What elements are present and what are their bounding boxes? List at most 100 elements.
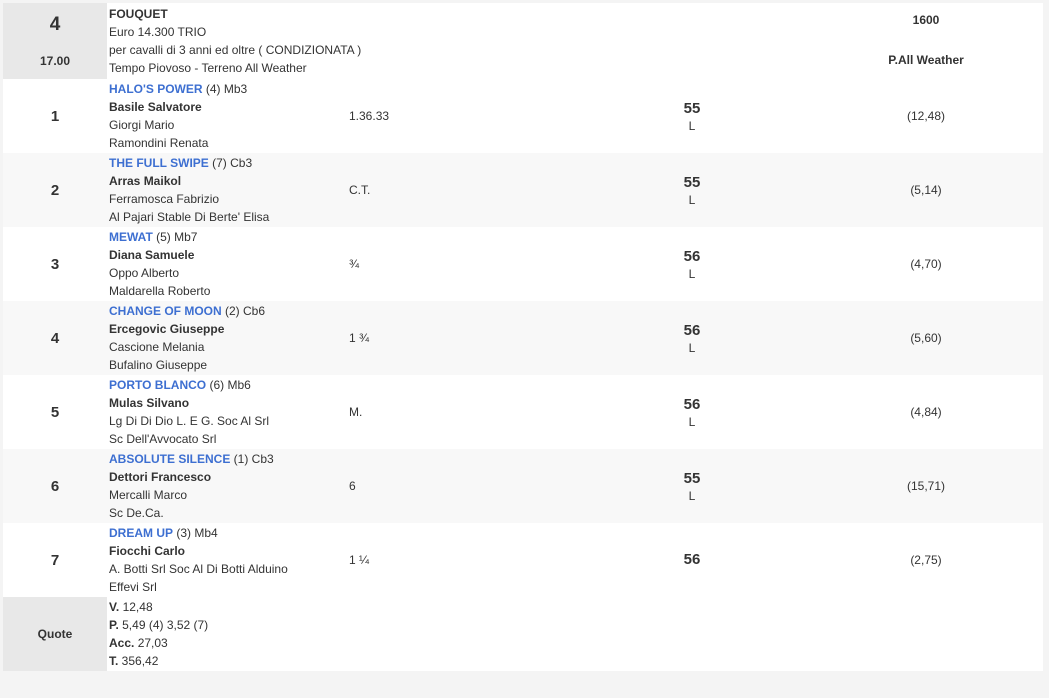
weight-cell: 55 L [575,153,809,227]
finish-position: 7 [50,551,60,569]
trainer: Lg Di Di Dio L. E G. Soc Al Srl [109,414,270,428]
runner-row: 4 CHANGE OF MOON (2) Cb6 Ercegovic Giuse… [3,301,1043,375]
weight-cell: 56 L [575,227,809,301]
race-track: P.All Weather [888,53,964,67]
quote-line: Acc. 27,03 [109,634,1043,652]
horse-details: (6) Mb6 [206,378,251,392]
runner-info: CHANGE OF MOON (2) Cb6 Ercegovic Giusepp… [107,301,341,375]
runner-info: PORTO BLANCO (6) Mb6 Mulas Silvano Lg Di… [107,375,341,449]
trainer: Cascione Melania [109,340,205,354]
owner: Al Pajari Stable Di Berte' Elisa [109,210,270,224]
owner: Sc Dell'Avvocato Srl [109,432,217,446]
race-number: 4 [49,13,61,35]
quote-value: 12,48 [119,600,153,614]
trainer: Mercalli Marco [109,488,188,502]
trainer: Oppo Alberto [109,266,180,280]
horse-link[interactable]: MEWAT [109,230,153,244]
quote-value: 27,03 [134,636,168,650]
weight-tag: L [688,119,696,133]
race-conditions: per cavalli di 3 anni ed oltre ( CONDIZI… [109,43,362,57]
finish-time: ¾ [349,257,360,271]
race-time: 17.00 [39,53,71,68]
quote-key: T. [109,654,119,668]
race-header: 4 17.00 FOUQUET Euro 14.300 TRIO per cav… [3,3,1043,79]
horse-details: (5) Mb7 [152,230,198,244]
finish-position: 5 [50,403,60,421]
quote-label: Quote [3,597,107,671]
odds: (2,75) [910,553,942,567]
weight-tag: L [688,415,696,429]
finish-position: 2 [3,153,107,227]
race-number-cell: 4 17.00 [3,3,107,79]
odds: (12,48) [906,109,946,123]
finish-time: 1.36.33 [349,109,390,123]
weight: 56 [683,248,701,265]
finish-position: 3 [50,255,60,273]
jockey: Fiocchi Carlo [109,544,186,558]
weight-tag: L [688,193,696,207]
odds: (4,70) [910,257,942,271]
odds: (5,14) [809,153,1043,227]
race-weather: Tempo Piovoso - Terreno All Weather [109,61,307,75]
weight: 56 [683,551,701,568]
horse-details: (3) Mb4 [173,526,218,540]
runner-row: 5 PORTO BLANCO (6) Mb6 Mulas Silvano Lg … [3,375,1043,449]
quote-value: 5,49 (4) 3,52 (7) [118,618,209,632]
quote-key: Acc. [109,636,135,650]
weight-cell: 55 L [575,79,809,153]
horse-details: (7) Cb3 [208,156,253,170]
weight-cell: 56 L [575,375,809,449]
horse-link[interactable]: THE FULL SWIPE [109,156,209,170]
trainer: Ferramosca Fabrizio [109,192,220,206]
runner-row: 2 THE FULL SWIPE (7) Cb3 Arras Maikol Fe… [3,153,1043,227]
runner-info: DREAM UP (3) Mb4 Fiocchi Carlo A. Botti … [107,523,341,597]
finish-time: C.T. [341,153,575,227]
weight-tag: L [688,341,696,355]
weight-tag: L [688,489,696,503]
quote-line: T. 356,42 [109,652,1043,670]
race-prize: Euro 14.300 TRIO [109,25,207,39]
quote-key: P. [109,618,119,632]
finish-time: 6 [341,449,575,523]
horse-link[interactable]: ABSOLUTE SILENCE [109,452,231,466]
trainer: Giorgi Mario [109,118,175,132]
race-distance: 1600 [912,13,940,27]
odds: (4,84) [910,405,942,419]
horse-link[interactable]: CHANGE OF MOON [109,304,222,318]
horse-details: (2) Cb6 [221,304,266,318]
finish-time: 1 ¾ [341,301,575,375]
owner: Effevi Srl [109,580,157,594]
race-name: FOUQUET [109,7,168,21]
weight: 55 [683,100,701,117]
horse-link[interactable]: HALO'S POWER [109,82,203,96]
weight: 56 [683,322,701,339]
odds: (5,60) [809,301,1043,375]
finish-time: M. [349,405,363,419]
quote-row: Quote V. 12,48 P. 5,49 (4) 3,52 (7) Acc. 2… [3,597,1043,671]
runner-row: 6 ABSOLUTE SILENCE (1) Cb3 Dettori Franc… [3,449,1043,523]
weight-cell: 56 [575,523,809,597]
jockey: Mulas Silvano [109,396,190,410]
race-info: FOUQUET Euro 14.300 TRIO per cavalli di … [107,3,809,79]
quote-values: V. 12,48 P. 5,49 (4) 3,52 (7) Acc. 27,03 T.… [107,597,1043,671]
finish-position: 4 [3,301,107,375]
race-results: 4 17.00 FOUQUET Euro 14.300 TRIO per cav… [3,3,1043,671]
runner-info: HALO'S POWER (4) Mb3 Basile Salvatore Gi… [107,79,341,153]
trainer: A. Botti Srl Soc Al Di Botti Alduino [109,562,288,576]
quote-value: 356,42 [118,654,159,668]
runner-row: 3 MEWAT (5) Mb7 Diana Samuele Oppo Alber… [3,227,1043,301]
owner: Maldarella Roberto [109,284,211,298]
odds: (15,71) [809,449,1043,523]
runner-info: MEWAT (5) Mb7 Diana Samuele Oppo Alberto… [107,227,341,301]
results-table: 4 17.00 FOUQUET Euro 14.300 TRIO per cav… [3,3,1043,671]
quote-line: P. 5,49 (4) 3,52 (7) [109,616,1043,634]
weight-cell: 56 L [575,301,809,375]
race-track-info: 1600 P.All Weather [809,3,1043,79]
quote-line: V. 12,48 [109,598,1043,616]
owner: Sc De.Ca. [109,506,164,520]
horse-link[interactable]: DREAM UP [109,526,174,540]
horse-link[interactable]: PORTO BLANCO [109,378,207,392]
horse-details: (4) Mb3 [202,82,248,96]
weight: 56 [683,396,701,413]
jockey: Diana Samuele [109,248,195,262]
